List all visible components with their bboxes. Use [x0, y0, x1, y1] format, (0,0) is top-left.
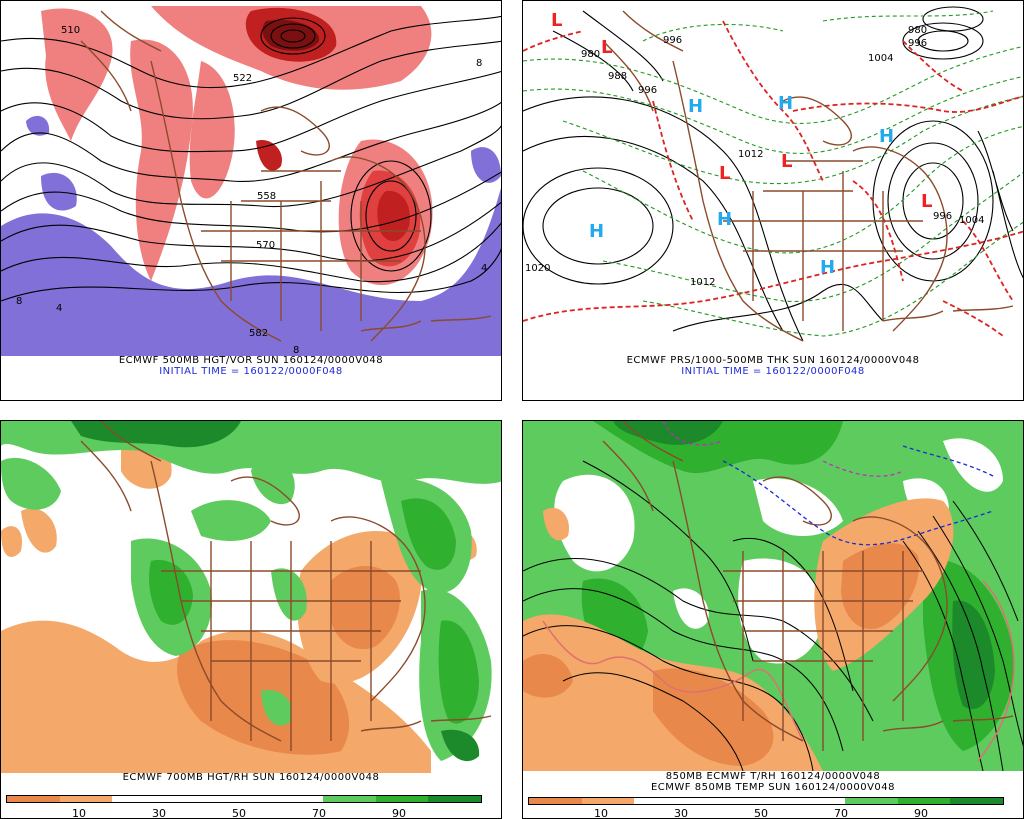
high-pressure-marker: H [688, 96, 703, 117]
colorbar-tick-label: 90 [914, 807, 928, 819]
contour-label: 570 [256, 240, 275, 251]
contour-label: 8 [476, 58, 482, 69]
pos-vort-area [130, 39, 193, 281]
low-pressure-marker: L [921, 191, 932, 212]
initial-time: INITIAL TIME = 160122/0000F048 [681, 366, 865, 377]
moist-area [71, 421, 241, 448]
dry-area [841, 543, 919, 630]
contour-label: 558 [257, 191, 276, 202]
isobar-label: 996 [663, 35, 682, 46]
high-pressure-marker: H [820, 257, 835, 278]
moist-area [401, 498, 456, 570]
high-pressure-marker: H [717, 209, 732, 230]
colorbar-tick-label: 10 [72, 807, 86, 819]
low-pressure-marker: L [551, 10, 562, 31]
isobar-label: 980 [581, 49, 600, 60]
colorbar-tick-label: 30 [674, 807, 688, 819]
map-500mb: 510 522 558 570 582 8 4 8 4 8 [1, 1, 501, 356]
colorbar-tick-label: 30 [152, 807, 166, 819]
isobar-label: 996 [638, 85, 657, 96]
panel-850mb-t-rh: 850MB ECMWF T/RH 160124/0000V048 ECMWF 8… [522, 420, 1024, 819]
contour-label: 522 [233, 73, 252, 84]
isobar-label: 1012 [690, 277, 715, 288]
dry-area [331, 566, 400, 650]
moist-area [271, 568, 307, 621]
moist-area [441, 729, 480, 762]
panel-700mb-hgt-rh: ECMWF 700MB HGT/RH SUN 160124/0000V048 1… [0, 420, 502, 819]
neg-vort-area [1, 187, 501, 356]
isobar-label: 1004 [959, 215, 984, 226]
low-pressure-marker: L [719, 163, 730, 184]
isobar-label: 980 [908, 25, 927, 36]
panel-title: 850MB ECMWF T/RH 160124/0000V048 [665, 771, 881, 782]
panel-title: ECMWF PRS/1000-500MB THK SUN 160124/0000… [626, 355, 920, 366]
pos-vort-area [41, 8, 113, 141]
high-pressure-marker: H [879, 126, 894, 147]
colorbar-tick-label: 70 [834, 807, 848, 819]
panel-title: ECMWF 700MB HGT/RH SUN 160124/0000V048 [122, 772, 380, 783]
contour-label: 8 [293, 345, 299, 356]
low-pressure-marker: L [601, 37, 612, 58]
low-pressure-marker: L [781, 151, 792, 172]
rh-colorbar-labels: 10 30 50 70 90 [528, 807, 1004, 819]
dry-area [21, 508, 57, 553]
initial-time: INITIAL TIME = 160122/0000F048 [159, 366, 343, 377]
contour-label: 510 [61, 25, 80, 36]
high-pressure-marker: H [589, 221, 604, 242]
isobar-label: 988 [608, 71, 627, 82]
contour-label: 582 [249, 328, 268, 339]
rh-colorbar [6, 795, 482, 803]
moist-area [191, 500, 271, 541]
moist-area [261, 690, 292, 726]
rh-colorbar [528, 797, 1004, 805]
dry-area [653, 668, 774, 766]
pos-vort-area [377, 190, 410, 242]
colorbar-tick-label: 50 [232, 807, 246, 819]
pos-vort-area [189, 61, 235, 199]
moist-area [438, 620, 479, 724]
moist-area [1, 457, 61, 510]
rh-colorbar-labels: 10 30 50 70 90 [6, 807, 482, 819]
map-700mb [1, 421, 501, 773]
map-850mb [523, 421, 1023, 771]
contour-label: 4 [481, 263, 487, 274]
isobar-label: 1012 [738, 149, 763, 160]
panel-title-line2: ECMWF 850MB TEMP SUN 160124/0000V048 [650, 782, 895, 793]
dry-area [523, 653, 573, 698]
neg-vort-area [26, 115, 50, 136]
isobar-label: 1004 [868, 53, 893, 64]
isobar-label: 996 [933, 211, 952, 222]
colorbar-tick-label: 50 [754, 807, 768, 819]
dry-area [543, 507, 569, 541]
panel-title: ECMWF 500MB HGT/VOR SUN 160124/0000V048 [118, 355, 384, 366]
panel-prs-thk: H H H H H H L L L L L 980 988 996 996 10… [522, 0, 1024, 401]
map-prs: H H H H H H L L L L L 980 988 996 996 10… [523, 1, 1023, 356]
contour-label: 4 [56, 303, 62, 314]
isobar-label: 996 [908, 38, 927, 49]
panel-500mb-hgt-vor: 510 522 558 570 582 8 4 8 4 8 ECMWF 500M… [0, 0, 502, 401]
moist-area [251, 441, 295, 505]
colorbar-tick-label: 10 [594, 807, 608, 819]
contour-label: 8 [16, 296, 22, 307]
isobar-label: 1020 [525, 263, 550, 274]
dry-area [1, 526, 22, 557]
neg-vort-area [471, 147, 501, 183]
high-pressure-marker: H [778, 93, 793, 114]
colorbar-tick-label: 70 [312, 807, 326, 819]
moist-area [149, 560, 193, 625]
colorbar-tick-label: 90 [392, 807, 406, 819]
